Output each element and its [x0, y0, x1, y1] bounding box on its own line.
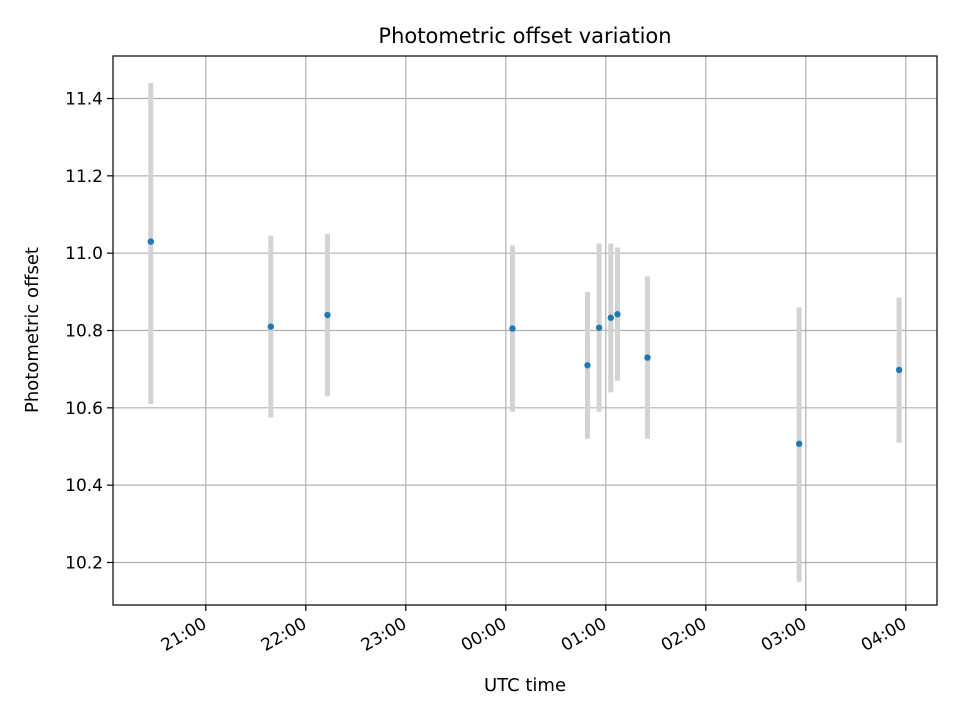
x-tick-label: 03:00 [758, 614, 810, 656]
data-point [267, 323, 274, 330]
data-point [614, 311, 621, 318]
data-point [324, 311, 331, 319]
x-axis-label: UTC time [484, 675, 566, 696]
y-tick-label: 11.0 [65, 244, 103, 264]
data-point [147, 238, 154, 245]
data-point [644, 354, 651, 361]
y-tick-label: 10.2 [65, 553, 103, 573]
data-point [795, 440, 803, 447]
y-tick-label: 10.4 [65, 476, 103, 496]
x-tick-label: 04:00 [858, 614, 910, 656]
data-point [607, 314, 614, 321]
x-axis-ticks: 21:00 22:00 23:00 00:00 01:00 02:00 03:00 04:00 [158, 605, 910, 656]
data-point [595, 324, 603, 331]
error-bars [148, 83, 902, 582]
x-tick-label: 22:00 [258, 614, 310, 656]
y-tick-label: 10.8 [65, 322, 103, 342]
x-tick-label: 01:00 [558, 614, 610, 656]
data-point [584, 362, 591, 369]
data-point [895, 366, 903, 374]
x-tick-label: 00:00 [458, 614, 510, 656]
y-axis-label: Photometric offset [22, 247, 43, 413]
data-point [509, 325, 516, 332]
chart-title: Photometric offset variation [378, 24, 671, 48]
y-tick-label: 11.2 [65, 167, 103, 187]
y-axis-ticks: 10.2 10.4 10.6 10.8 11.0 11.2 11.4 [65, 90, 113, 573]
y-tick-label: 11.4 [65, 90, 103, 110]
data-points [147, 238, 903, 447]
grid [113, 56, 937, 605]
x-tick-label: 21:00 [158, 614, 210, 656]
x-tick-label: 02:00 [658, 614, 710, 656]
y-tick-label: 10.6 [65, 399, 103, 419]
x-tick-label: 23:00 [358, 614, 410, 656]
